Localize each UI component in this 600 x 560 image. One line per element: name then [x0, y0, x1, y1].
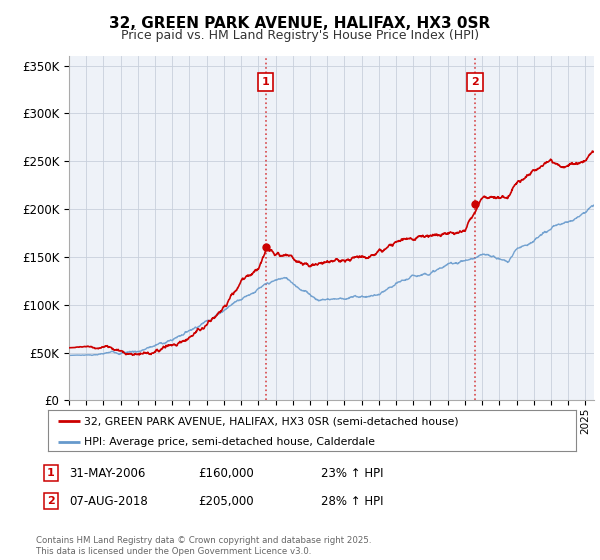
- Text: 23% ↑ HPI: 23% ↑ HPI: [321, 466, 383, 480]
- Text: 1: 1: [262, 77, 269, 87]
- Text: £205,000: £205,000: [198, 494, 254, 508]
- Text: 32, GREEN PARK AVENUE, HALIFAX, HX3 0SR (semi-detached house): 32, GREEN PARK AVENUE, HALIFAX, HX3 0SR …: [84, 417, 458, 426]
- Text: Contains HM Land Registry data © Crown copyright and database right 2025.
This d: Contains HM Land Registry data © Crown c…: [36, 536, 371, 556]
- Text: £160,000: £160,000: [198, 466, 254, 480]
- Text: 2: 2: [471, 77, 479, 87]
- Text: 1: 1: [47, 468, 55, 478]
- Text: 28% ↑ HPI: 28% ↑ HPI: [321, 494, 383, 508]
- Text: 2: 2: [47, 496, 55, 506]
- Text: HPI: Average price, semi-detached house, Calderdale: HPI: Average price, semi-detached house,…: [84, 437, 375, 447]
- Text: 07-AUG-2018: 07-AUG-2018: [69, 494, 148, 508]
- Text: 31-MAY-2006: 31-MAY-2006: [69, 466, 145, 480]
- Text: Price paid vs. HM Land Registry's House Price Index (HPI): Price paid vs. HM Land Registry's House …: [121, 29, 479, 42]
- Text: 32, GREEN PARK AVENUE, HALIFAX, HX3 0SR: 32, GREEN PARK AVENUE, HALIFAX, HX3 0SR: [109, 16, 491, 31]
